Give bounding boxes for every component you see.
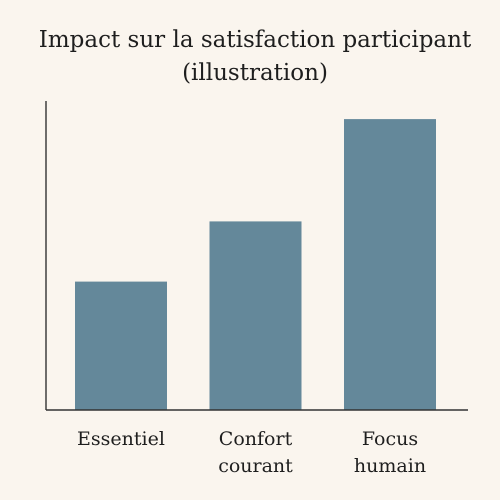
x-tick-labels: Essentiel Confort courant Focus humain	[77, 428, 426, 477]
bar-2	[344, 119, 436, 410]
x-tick-label-2: Focus humain	[354, 428, 426, 477]
x-tick-label-0: Essentiel	[77, 428, 165, 450]
bar-1	[209, 221, 302, 410]
x-tick-label-1: Confort courant	[218, 428, 293, 477]
chart-subtitle: (illustration)	[182, 60, 328, 86]
chart-title: Impact sur la satisfaction participant	[39, 27, 472, 53]
bars-group	[75, 119, 436, 410]
bar-0	[75, 281, 167, 410]
